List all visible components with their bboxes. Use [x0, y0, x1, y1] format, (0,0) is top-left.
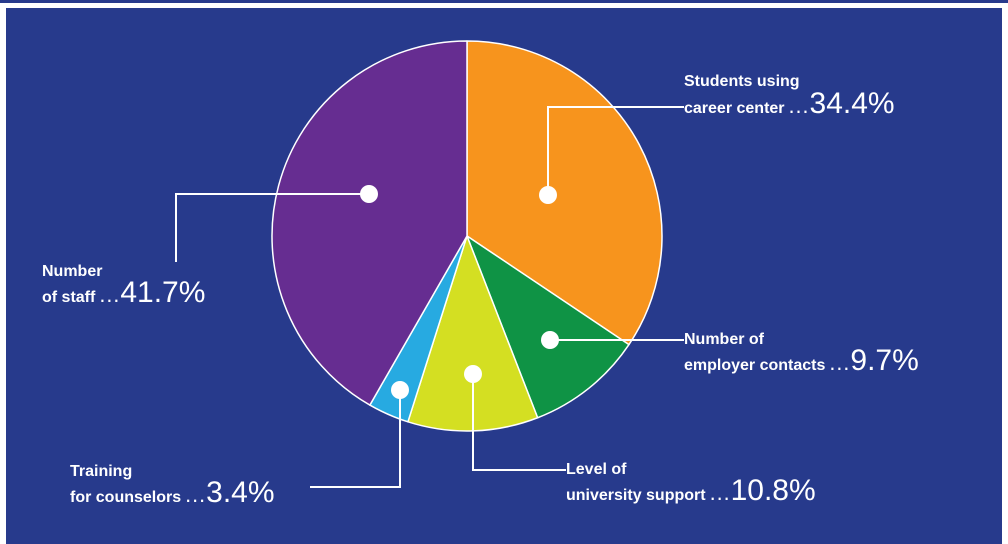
slice-value: 41.7% [120, 276, 205, 309]
leader-line [310, 390, 401, 488]
slice-label-line2: employer contacts …9.7% [684, 344, 919, 377]
slice-label-line1: Number of [684, 331, 765, 348]
slice-label-line2: university support …10.8% [566, 474, 816, 507]
pie-slice [271, 40, 468, 406]
leader-line [547, 106, 684, 195]
leader-line [472, 374, 566, 471]
leader-dot [541, 331, 559, 349]
slice-value: 10.8% [731, 474, 816, 507]
slice-value: 34.4% [810, 87, 895, 120]
slice-label-line2: of staff …41.7% [42, 276, 205, 309]
slice-label-line2: career center …34.4% [684, 87, 895, 120]
leader-dot [539, 186, 557, 204]
pie-slice [466, 40, 663, 346]
slice-label-line1: Students using [684, 73, 800, 90]
slice-label-line1: Training [70, 463, 132, 480]
slice-label-line2: for counselors …3.4% [70, 476, 275, 509]
leader-dot [464, 365, 482, 383]
slice-label-line1: Number [42, 263, 102, 280]
slice-value: 9.7% [850, 344, 918, 377]
slice-value: 3.4% [206, 476, 274, 509]
pie-slices [271, 40, 663, 432]
leader-dot [360, 185, 378, 203]
leader-line [175, 193, 369, 262]
leader-dot [391, 381, 409, 399]
top-rule [0, 0, 1008, 3]
slice-label-line1: Level of [566, 461, 627, 478]
leader-lines [175, 106, 684, 488]
pie-slice [466, 235, 630, 419]
